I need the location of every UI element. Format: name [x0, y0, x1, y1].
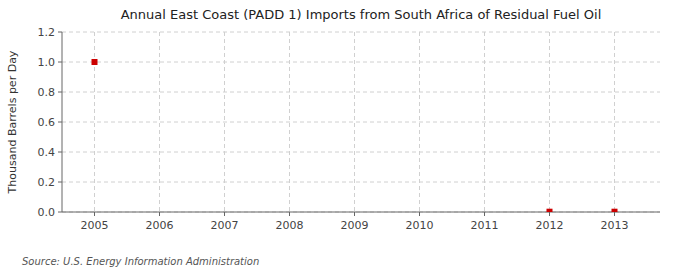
grid: [62, 32, 660, 212]
tick-label: 2012: [536, 219, 564, 232]
chart: Annual East Coast (PADD 1) Imports from …: [0, 0, 675, 275]
y-label: Thousand Barrels per Day: [6, 50, 19, 194]
tick-label: 2007: [211, 219, 239, 232]
tick: [484, 212, 485, 216]
tick: [58, 182, 62, 183]
tick: [94, 212, 95, 216]
grid-line: [289, 32, 290, 212]
grid-line: [62, 182, 660, 183]
grid-line: [62, 62, 660, 63]
tick: [58, 122, 62, 123]
grid-line: [614, 32, 615, 212]
point: [92, 59, 98, 65]
title: Annual East Coast (PADD 1) Imports from …: [121, 7, 602, 22]
tick-label: 2010: [406, 219, 434, 232]
grid-line: [159, 32, 160, 212]
grid-line: [62, 92, 660, 93]
y-axis-line: [62, 32, 63, 212]
grid-line: [549, 32, 550, 212]
tick-label: 2011: [471, 219, 499, 232]
tick: [58, 32, 62, 33]
tick: [58, 152, 62, 153]
tick-label: 2008: [276, 219, 304, 232]
grid-line: [62, 212, 660, 213]
tick: [58, 212, 62, 213]
point: [612, 209, 618, 212]
tick: [419, 212, 420, 216]
tick-label: 2009: [341, 219, 369, 232]
points: [92, 59, 618, 212]
grid-line: [484, 32, 485, 212]
tick-label: 2005: [81, 219, 109, 232]
source: Source: U.S. Energy Information Administ…: [22, 256, 259, 267]
grid-line: [224, 32, 225, 212]
tick: [58, 62, 62, 63]
grid-line: [354, 32, 355, 212]
tick-label: 2006: [146, 219, 174, 232]
axes: 0.0 0.2 0.4 0.6 0.8 1.0 1.2 2005 2006 2007 2008 200…: [38, 26, 661, 232]
grid-line: [62, 122, 660, 123]
tick: [614, 212, 615, 216]
tick-label: 1.2: [38, 26, 56, 39]
grid-line: [62, 152, 660, 153]
grid-line: [62, 32, 660, 33]
grid-line: [419, 32, 420, 212]
x-axis-line: [62, 212, 660, 213]
tick-label: 2013: [601, 219, 629, 232]
tick-label: 1.0: [38, 56, 56, 69]
tick-label: 0.0: [38, 206, 56, 219]
tick-label: 0.2: [38, 176, 56, 189]
tick-label: 0.6: [38, 116, 56, 129]
tick: [354, 212, 355, 216]
point: [547, 209, 553, 212]
tick: [549, 212, 550, 216]
tick-label: 0.8: [38, 86, 56, 99]
tick: [224, 212, 225, 216]
tick-label: 0.4: [38, 146, 56, 159]
tick: [289, 212, 290, 216]
tick: [58, 92, 62, 93]
tick: [159, 212, 160, 216]
